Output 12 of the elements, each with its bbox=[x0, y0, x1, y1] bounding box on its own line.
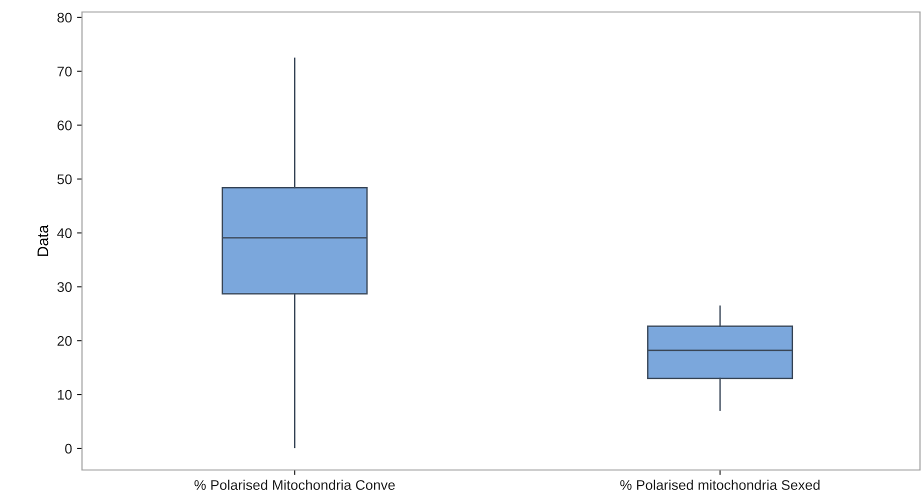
x-tick-label: % Polarised Mitochondria Conve bbox=[194, 480, 395, 490]
y-tick-label: 70 bbox=[58, 66, 72, 76]
y-tick-label: 60 bbox=[58, 120, 72, 130]
y-tick-label: 40 bbox=[57, 228, 72, 238]
y-tick-label: 10 bbox=[58, 390, 72, 400]
y-tick-label: 80 bbox=[57, 12, 72, 23]
y-axis-title: Data bbox=[38, 224, 48, 256]
y-tick-label: 0 bbox=[65, 444, 72, 454]
x-tick-label: % Polarised mitochondria Sexed bbox=[620, 480, 820, 490]
y-tick-label: 50 bbox=[57, 174, 72, 184]
y-tick-label: 20 bbox=[58, 336, 72, 346]
y-tick-label: 30 bbox=[57, 282, 72, 292]
